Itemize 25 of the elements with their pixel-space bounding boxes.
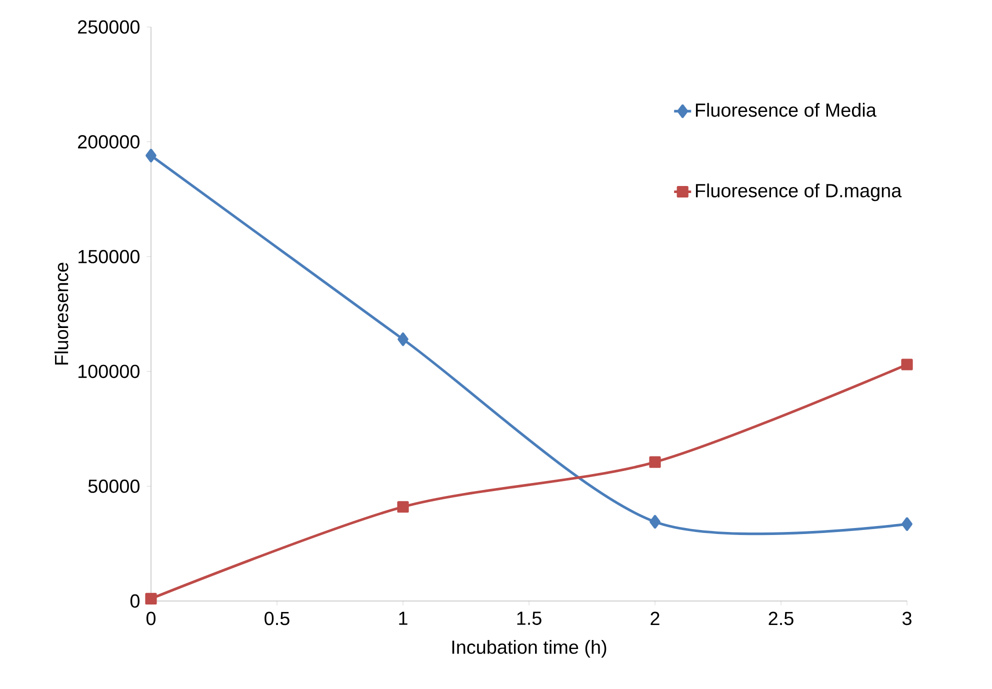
y-axis-title: Fluoresence [54,262,68,365]
x-tick-label: 1.5 [517,612,542,625]
legend-label: Fluoresence of Media [696,102,876,117]
x-tick-label: 0 [146,612,156,626]
point [902,517,912,531]
point [649,456,661,468]
legend-label: Fluoresence of D.magna [696,183,902,202]
x-tick-label: 2 [650,612,660,625]
y-tick-label: 50000 [88,479,140,493]
y-tick-label: 100000 [78,364,140,378]
point [398,332,408,346]
point [146,148,156,162]
point [650,514,660,529]
point [145,592,157,605]
x-tick-label: 2.5 [768,612,794,626]
x-axis-title: Incubation time (h) [452,640,606,658]
point [901,358,913,370]
y-tick-label: 250000 [78,20,140,34]
y-tick-label: 150000 [78,250,140,264]
x-tick-label: 0.5 [264,612,290,626]
y-tick-label: 0 [130,594,140,608]
y-tick-label: 200000 [78,135,140,148]
x-tick-label: 3 [902,612,912,626]
x-tick-label: 1 [399,612,408,625]
point [397,501,409,513]
